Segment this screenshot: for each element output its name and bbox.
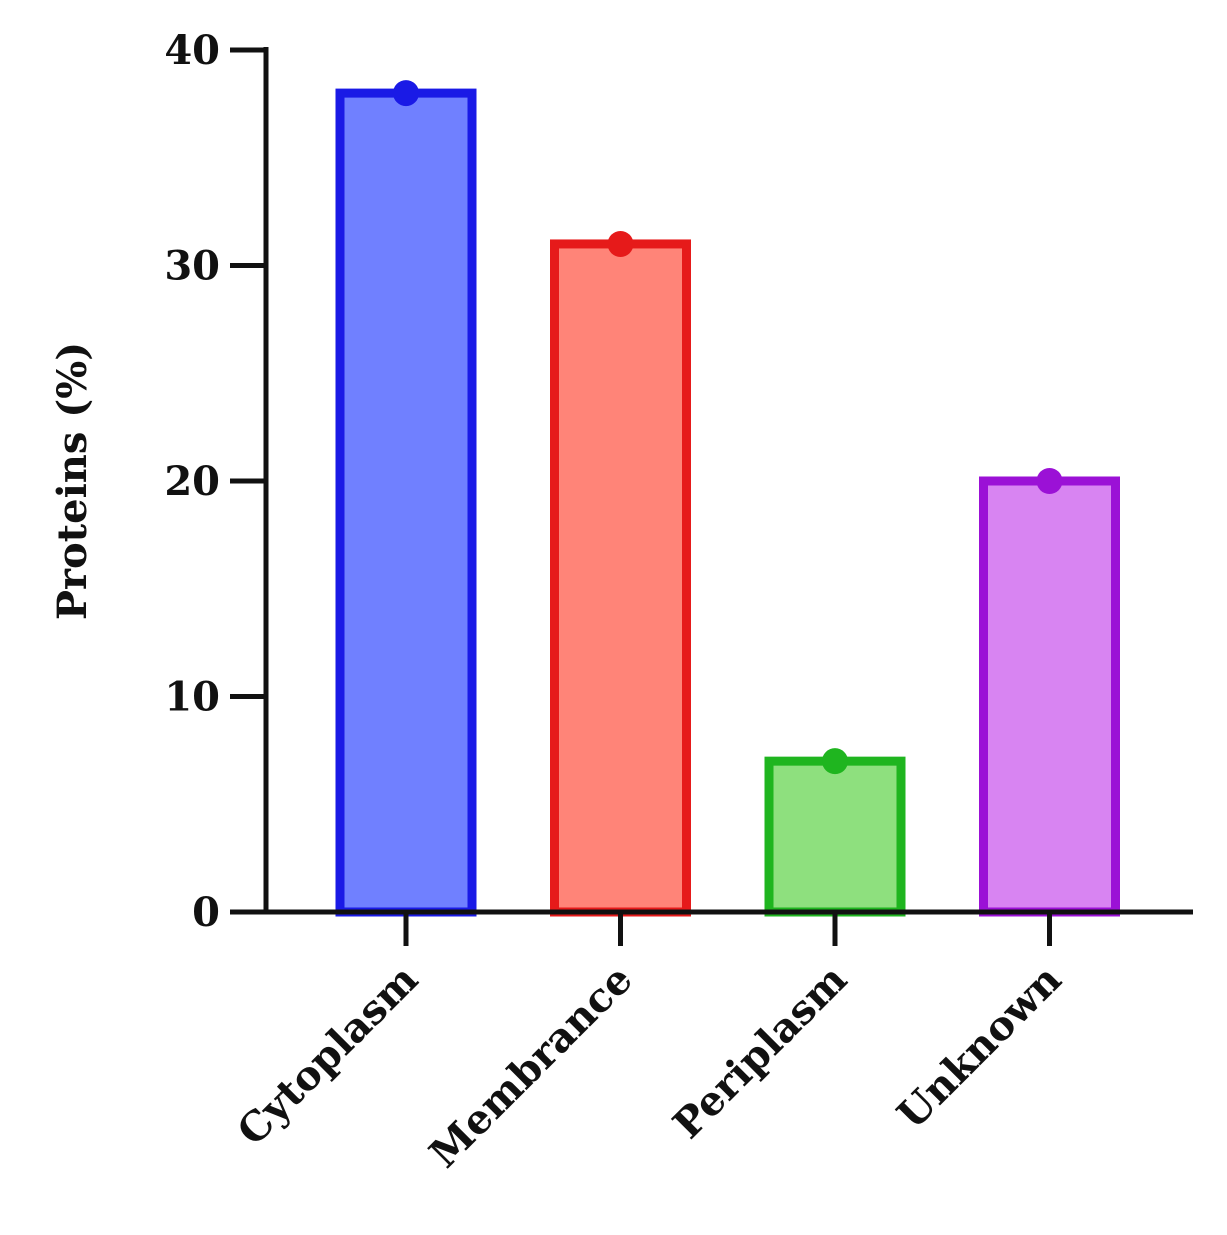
x-tick-label-periplasm: Periplasm — [664, 956, 856, 1148]
y-tick-label-20: 20 — [164, 458, 220, 505]
data-point-cytoplasm — [393, 80, 419, 106]
y-tick-label-10: 10 — [164, 674, 220, 721]
data-point-membrance — [608, 231, 634, 257]
bar-cytoplasm — [340, 93, 472, 912]
data-point-periplasm — [822, 748, 848, 774]
y-tick-label-30: 30 — [164, 243, 220, 290]
x-tick-label-cytoplasm: Cytoplasm — [228, 956, 427, 1155]
data-point-unknown — [1037, 468, 1063, 494]
bar-membrance — [555, 244, 687, 912]
bar-unknown — [984, 481, 1116, 912]
bars-layer — [340, 80, 1116, 912]
x-tick-label-unknown: Unknown — [888, 956, 1070, 1138]
bar-periplasm — [769, 761, 901, 912]
y-axis-title: Proteins (%) — [49, 342, 96, 620]
y-tick-label-40: 40 — [164, 27, 220, 74]
x-tick-label-membrance: Membrance — [420, 956, 641, 1177]
y-tick-label-0: 0 — [192, 889, 220, 936]
